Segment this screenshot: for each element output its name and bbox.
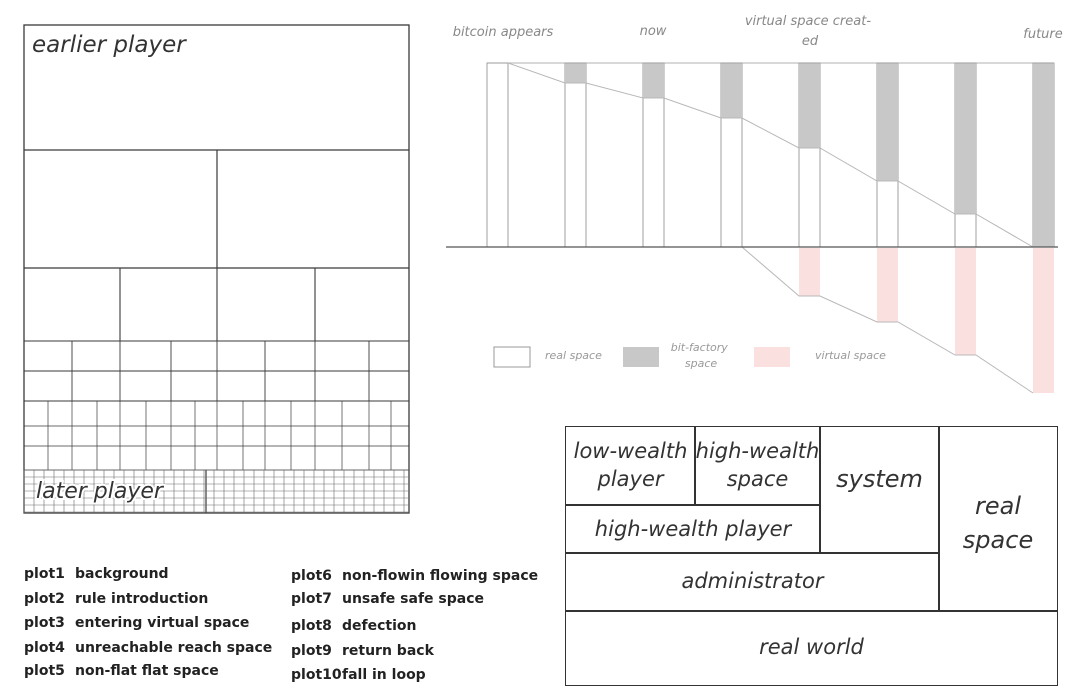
- bitfactory-segment: [643, 63, 664, 98]
- plot-label: fall in loop: [342, 667, 426, 683]
- box-low-wealth-player: low-wealth player: [565, 426, 696, 506]
- plot-id: plot9: [291, 643, 332, 659]
- plot-label: non-flowin flowing space: [342, 568, 539, 584]
- plot-label: background: [75, 566, 169, 582]
- plot-label: non-flat flat space: [75, 663, 219, 679]
- timeline-slopes: [507, 62, 1034, 394]
- plot-id: plot3: [24, 615, 65, 631]
- plot-label: return back: [342, 643, 434, 659]
- box-system: system: [819, 426, 940, 554]
- plot-id: plot10: [291, 667, 342, 683]
- legend-real-swatch: [493, 346, 531, 368]
- timeline-column: [486, 62, 509, 248]
- virtual-segment: [1033, 248, 1054, 393]
- plot-label: unsafe safe space: [342, 591, 485, 607]
- earlier-player-label: earlier player: [32, 32, 187, 58]
- low-wealth-player-label: low-wealth player: [573, 439, 688, 491]
- plot-id: plot2: [24, 591, 65, 607]
- virtual-segment: [799, 248, 820, 296]
- legend-virtual-swatch: [754, 347, 790, 367]
- box-real-space: real space: [938, 426, 1058, 612]
- plot-label: rule introduction: [75, 591, 209, 607]
- plot-id: plot4: [24, 640, 65, 656]
- legend-bitfactory-swatch: [623, 347, 659, 367]
- box-administrator: administrator: [565, 552, 940, 612]
- high-wealth-player-label: high-wealth player: [594, 517, 792, 541]
- virtual-segment: [877, 248, 898, 322]
- bitfactory-segment: [721, 63, 742, 118]
- bitfactory-segment: [877, 63, 898, 181]
- timeline-bars: [486, 62, 1055, 393]
- box-real-world: real world: [565, 610, 1058, 686]
- plot-id: plot1: [24, 566, 65, 582]
- legend-bitfactory-label: bit-factory space: [671, 341, 732, 370]
- plot-id: plot7: [291, 591, 332, 607]
- plot-list-right: plot6 non-flowin flowing space plot7 unsafe…: [291, 566, 551, 691]
- system-label: system: [836, 465, 923, 493]
- plot-id: plot6: [291, 568, 332, 584]
- bitfactory-segment: [799, 63, 820, 148]
- label-virtual-space-created: virtual space creat- ed: [745, 14, 875, 49]
- plot-label: defection: [342, 618, 417, 634]
- timeline-column: [564, 62, 587, 248]
- real-world-label: real world: [759, 635, 864, 659]
- plot-list-left: plot1 background plot2 rule introduction plo…: [24, 566, 284, 686]
- virtual-space-slope: [741, 246, 1034, 394]
- grid-fine-lines: [23, 469, 409, 513]
- real-space-slope: [507, 62, 1034, 248]
- legend-virtual-label: virtual space: [815, 349, 886, 362]
- bitfactory-segment: [955, 63, 976, 214]
- plot-id: plot8: [291, 618, 332, 634]
- structure-diagram: low-wealth player high-wealth space system…: [565, 426, 1058, 686]
- label-future: future: [1023, 27, 1063, 42]
- bitfactory-segment: [565, 63, 586, 83]
- grid-frame: [23, 24, 410, 514]
- box-high-wealth-space: high-wealth space: [694, 426, 821, 506]
- real-space-label: real space: [962, 492, 1034, 554]
- label-now: now: [640, 24, 667, 39]
- plot-label: entering virtual space: [75, 615, 250, 631]
- plot-label: unreachable reach space: [75, 640, 273, 656]
- administrator-label: administrator: [681, 569, 824, 593]
- plot-id: plot5: [24, 663, 65, 679]
- grid-lines: [23, 24, 410, 514]
- legend-real-label: real space: [545, 349, 602, 362]
- bitfactory-segment: [1033, 63, 1054, 247]
- box-high-wealth-player: high-wealth player: [565, 504, 821, 554]
- virtual-segment: [955, 248, 976, 355]
- high-wealth-space-label: high-wealth space: [695, 439, 820, 491]
- later-player-label: later player: [36, 479, 165, 504]
- label-bitcoin-appears: bitcoin appears: [453, 25, 554, 40]
